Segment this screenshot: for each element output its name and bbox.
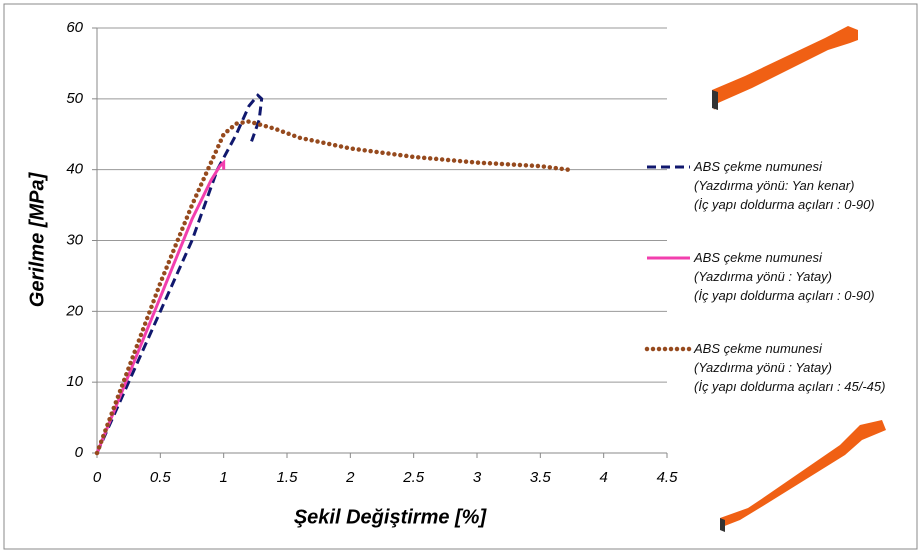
y-tick-label: 20 xyxy=(65,302,83,319)
specimen-bottom xyxy=(720,420,886,532)
x-tick-label: 1.5 xyxy=(277,469,299,486)
x-axis-title: Şekil Değiştirme [%] xyxy=(294,506,488,528)
x-tick-label: 4.5 xyxy=(657,469,679,486)
legend-label: ABS çekme numunesi (Yazdırma yönü: Yan k… xyxy=(694,157,875,214)
specimen-top xyxy=(712,26,858,110)
legend-label: ABS çekme numunesi (Yazdırma yönü : Yata… xyxy=(694,339,885,396)
x-tick-label: 0.5 xyxy=(150,469,172,486)
data-line xyxy=(97,122,568,454)
data-line xyxy=(97,95,262,453)
page: Gerilme [MPa] Şekil Değiştirme [%] 01020… xyxy=(0,0,923,554)
x-tick-label: 3 xyxy=(473,469,482,486)
x-tick-label: 0 xyxy=(93,469,102,486)
x-tick-label: 4 xyxy=(599,469,607,486)
y-tick-label: 50 xyxy=(66,90,83,107)
x-tick-label: 2.5 xyxy=(402,469,425,486)
y-tick-label: 0 xyxy=(75,444,84,461)
y-axis-title: Gerilme [MPa] xyxy=(26,171,48,307)
y-tick-label: 30 xyxy=(66,231,83,248)
y-tick-label: 60 xyxy=(66,19,83,36)
x-tick-label: 3.5 xyxy=(530,469,552,486)
x-tick-label: 1 xyxy=(219,469,227,486)
legend-label: ABS çekme numunesi (Yazdırma yönü : Yata… xyxy=(694,248,875,305)
x-tick-label: 2 xyxy=(345,469,355,486)
y-tick-label: 10 xyxy=(66,373,83,390)
y-tick-label: 40 xyxy=(66,161,83,178)
